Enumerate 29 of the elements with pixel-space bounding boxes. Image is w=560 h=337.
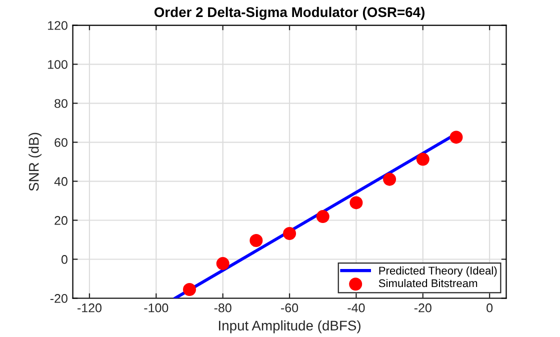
- point: [383, 172, 396, 186]
- x-tick-label: -40: [348, 303, 365, 312]
- y-tick-label: 40: [54, 177, 68, 186]
- x-tick-label: -20: [414, 303, 432, 312]
- chart-title: Order 2 Delta-Sigma Modulator (OSR=64): [154, 6, 424, 20]
- x-tick-label: -120: [78, 303, 102, 312]
- y-tick-label: 120: [48, 21, 68, 30]
- point: [450, 130, 463, 144]
- y-tick-label: 20: [54, 216, 68, 225]
- point: [216, 257, 230, 270]
- y-tick-label: 60: [54, 138, 68, 147]
- legend-label: Simulated Bitstream: [378, 279, 478, 288]
- y-tick-label: -20: [50, 294, 68, 303]
- point: [283, 227, 296, 240]
- point: [316, 210, 330, 224]
- point: [350, 196, 363, 210]
- y-axis-title: SNR (dB): [28, 132, 42, 191]
- x-tick-label: -100: [144, 303, 168, 312]
- y-tick-label: 80: [54, 99, 68, 108]
- y-tick-label: 0: [61, 255, 68, 264]
- x-axis-title: Input Amplitude (dBFS): [219, 320, 360, 334]
- point: [182, 282, 196, 296]
- point: [416, 152, 430, 166]
- x-tick-label: -60: [281, 303, 298, 312]
- x-tick-label: 0: [486, 303, 493, 312]
- x-tick-label: -80: [214, 303, 232, 312]
- legend-label: Predicted Theory (Ideal): [379, 266, 497, 277]
- point: [250, 234, 263, 248]
- y-tick-label: 100: [48, 60, 68, 69]
